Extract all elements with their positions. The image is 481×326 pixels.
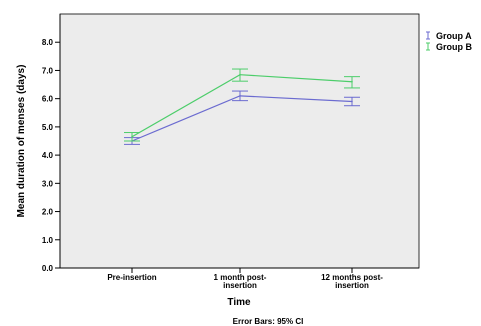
y-tick-label: 4.0 <box>42 151 54 160</box>
group-b-legend-label: Group B <box>436 42 472 52</box>
x-tick-label: Pre-insertion <box>107 273 156 282</box>
x-tick-label-line: 12 months post- <box>321 273 383 282</box>
group-b-point <box>239 73 241 76</box>
group-a-point <box>351 100 353 103</box>
group-a-legend-label: Group A <box>436 31 472 41</box>
group-b-point <box>131 135 133 138</box>
x-tick-label-line: insertion <box>335 281 369 290</box>
y-axis-ticks: 0.0 1.0 2.0 3.0 4.0 5.0 6.0 7.0 8.0 <box>42 38 60 273</box>
series-layer <box>124 68 360 145</box>
y-tick-label: 1.0 <box>42 236 54 245</box>
y-tick-label: 2.0 <box>42 208 54 217</box>
group-b-point <box>351 80 353 83</box>
y-tick-label: 3.0 <box>42 179 54 188</box>
x-tick-label: 1 month post-insertion <box>214 273 267 290</box>
y-tick-label: 5.0 <box>42 123 54 132</box>
x-tick-label-line: Pre-insertion <box>107 273 156 282</box>
group-a-point <box>239 95 241 97</box>
y-tick-label: 0.0 <box>42 264 54 273</box>
x-tick-label: 12 months post-insertion <box>321 273 383 290</box>
error-bars-footnote: Error Bars: 95% CI <box>233 317 304 326</box>
x-tick-label-line: 1 month post- <box>214 273 267 282</box>
y-tick-label: 8.0 <box>42 38 54 47</box>
x-axis-title: Time <box>227 297 251 308</box>
x-tick-label-line: insertion <box>223 281 257 290</box>
plot-area <box>59 13 420 269</box>
y-tick-label: 7.0 <box>42 66 54 75</box>
y-tick-label: 6.0 <box>42 95 54 104</box>
y-axis-title: Mean duration of menses (days) <box>16 65 27 218</box>
